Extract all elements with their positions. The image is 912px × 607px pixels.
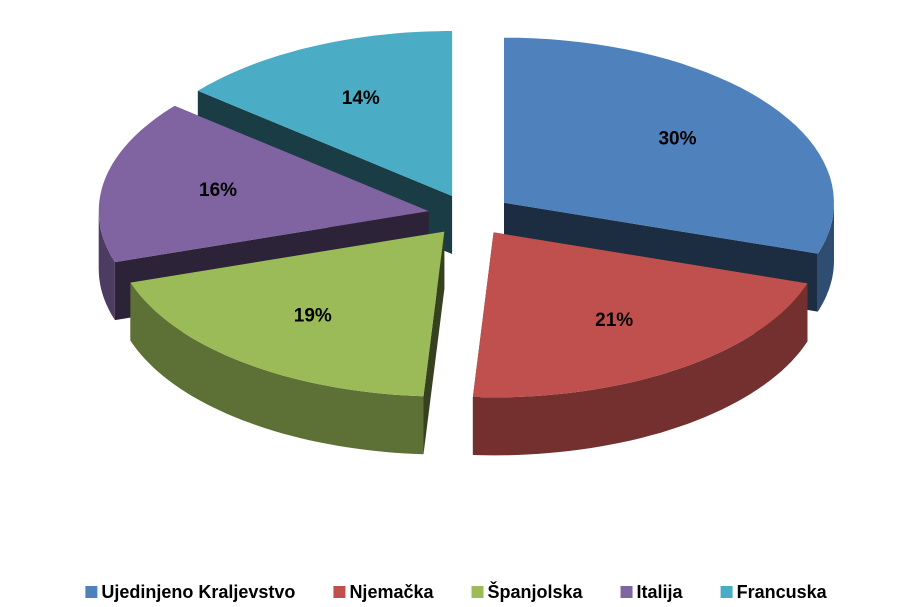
legend-label: Francuska (737, 582, 828, 602)
slice-side (98, 211, 115, 321)
legend-swatch (85, 586, 98, 598)
data-label: 16% (199, 180, 237, 201)
slice-side (817, 202, 834, 312)
slice (197, 31, 453, 196)
slice (472, 232, 808, 398)
data-label: 30% (658, 129, 696, 150)
legend-swatch (333, 586, 346, 598)
legend-swatch (471, 586, 484, 598)
slice (98, 105, 429, 263)
data-label: 21% (595, 310, 633, 331)
legend-label: Ujedinjeno Kraljevstvo (101, 582, 295, 602)
data-label: 14% (342, 88, 380, 109)
data-label: 19% (294, 305, 332, 326)
slice (130, 231, 445, 397)
legend-label: Italija (637, 582, 684, 602)
legend-swatch (720, 586, 733, 598)
legend: Ujedinjeno Kraljevstvo Njemačka Španjolska… (85, 581, 828, 602)
slice-side (472, 283, 808, 456)
legend-label: Njemačka (349, 582, 434, 602)
slice-side (130, 282, 424, 455)
legend-swatch (620, 586, 633, 598)
legend-label: Španjolska (488, 581, 584, 602)
slice (504, 37, 834, 254)
